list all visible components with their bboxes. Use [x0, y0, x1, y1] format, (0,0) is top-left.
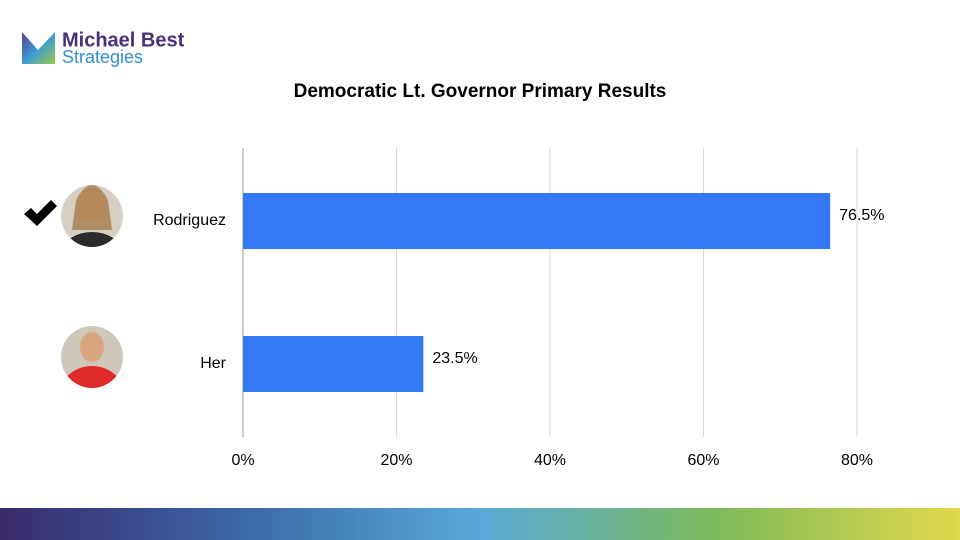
logo: Michael Best Strategies [22, 29, 185, 67]
bar [243, 193, 831, 249]
photo-her [61, 326, 123, 388]
chart-title: Democratic Lt. Governor Primary Results [294, 81, 667, 102]
x-tick-label: 60% [687, 452, 719, 469]
bar [243, 336, 424, 392]
logo-line1: Michael Best [62, 29, 185, 51]
x-tick-label: 40% [534, 452, 566, 469]
x-tick-label: 0% [231, 452, 254, 469]
value-label: 76.5% [839, 207, 884, 224]
x-tick-label: 80% [841, 452, 873, 469]
photo-rodriguez [61, 185, 123, 247]
footer-band [0, 508, 960, 540]
winner-check [24, 200, 57, 226]
logo-line2: Strategies [62, 47, 143, 67]
x-tick-label: 20% [380, 452, 412, 469]
y-tick-label: Rodriguez [153, 212, 226, 229]
y-tick-label: Her [200, 355, 226, 372]
logo-icon [22, 32, 55, 64]
value-label: 23.5% [432, 350, 477, 367]
